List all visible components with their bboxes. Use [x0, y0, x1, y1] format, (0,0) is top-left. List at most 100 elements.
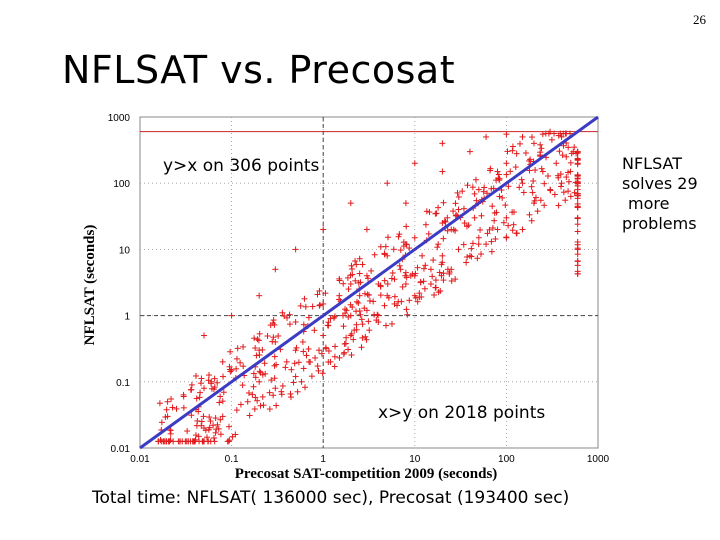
data-point	[547, 187, 554, 194]
x-tick-label: 0.1	[225, 454, 239, 465]
data-point	[390, 246, 397, 253]
y-tick-label: 100	[113, 179, 130, 190]
data-point	[450, 226, 457, 233]
data-point	[574, 180, 581, 187]
data-point	[359, 334, 366, 341]
data-point	[264, 332, 271, 339]
data-point	[412, 270, 419, 277]
data-point	[357, 279, 364, 286]
data-point	[364, 291, 371, 298]
data-point	[396, 231, 403, 238]
data-point	[530, 140, 537, 147]
data-point	[474, 255, 481, 262]
data-point	[444, 214, 451, 221]
data-points	[155, 128, 581, 445]
data-point	[288, 394, 295, 401]
data-point	[509, 147, 516, 154]
data-point	[194, 417, 201, 424]
data-point	[208, 380, 215, 387]
data-point	[193, 395, 200, 402]
data-point	[383, 322, 390, 329]
data-point	[359, 261, 366, 268]
data-point	[336, 296, 343, 303]
data-point	[198, 375, 205, 382]
data-point	[217, 393, 224, 400]
data-point	[212, 415, 219, 422]
data-point	[237, 359, 244, 366]
data-point	[520, 189, 527, 196]
data-point	[202, 427, 209, 434]
data-point	[560, 189, 567, 196]
data-point	[503, 234, 510, 241]
data-point	[477, 226, 484, 233]
data-point	[539, 168, 546, 175]
data-point	[347, 312, 354, 319]
data-point	[233, 355, 240, 362]
data-point	[491, 217, 498, 224]
data-point	[454, 189, 461, 196]
data-point	[537, 197, 544, 204]
data-point	[255, 337, 262, 344]
data-point	[559, 152, 566, 159]
data-point	[532, 194, 539, 201]
data-point	[300, 365, 307, 372]
data-point	[513, 150, 520, 157]
data-point	[510, 209, 517, 216]
data-point	[574, 190, 581, 197]
diagonal-line	[139, 115, 599, 450]
data-point	[464, 182, 471, 189]
data-point	[495, 171, 502, 178]
data-point	[500, 219, 507, 226]
data-point	[398, 298, 405, 305]
data-point	[509, 227, 516, 234]
data-point	[574, 245, 581, 252]
data-point	[432, 284, 439, 291]
data-point	[355, 299, 362, 306]
data-point	[252, 394, 259, 401]
data-point	[226, 363, 233, 370]
data-point	[452, 200, 459, 207]
data-point	[377, 292, 384, 299]
data-point	[259, 346, 266, 353]
data-point	[348, 352, 355, 359]
data-point	[551, 130, 558, 137]
data-point	[440, 270, 447, 277]
data-point	[292, 373, 299, 380]
data-point	[565, 188, 572, 195]
data-point	[455, 246, 462, 253]
data-point	[269, 320, 276, 327]
data-point	[377, 283, 384, 290]
data-point	[522, 150, 529, 157]
data-point	[534, 208, 541, 215]
data-point	[188, 412, 195, 419]
data-point	[188, 381, 195, 388]
data-point	[384, 234, 391, 241]
data-point	[504, 148, 511, 155]
data-point	[361, 290, 368, 297]
data-point	[217, 431, 224, 438]
data-point	[459, 188, 466, 195]
data-point	[294, 388, 301, 395]
data-point	[426, 209, 433, 216]
data-point	[275, 332, 282, 339]
data-point	[271, 375, 278, 382]
data-point	[531, 197, 538, 204]
data-point	[352, 258, 359, 265]
data-point	[342, 306, 349, 313]
data-point	[270, 317, 277, 324]
data-point	[574, 155, 581, 162]
data-point	[244, 398, 251, 405]
total-time-summary: Total time: NFLSAT( 136000 sec), Precosa…	[92, 488, 570, 508]
data-point	[402, 281, 409, 288]
data-point	[271, 353, 278, 360]
data-point	[266, 389, 273, 396]
data-point	[496, 193, 503, 200]
data-point	[475, 234, 482, 241]
data-point	[201, 438, 208, 445]
data-point	[571, 144, 578, 151]
data-point	[406, 245, 413, 252]
data-point	[319, 370, 326, 377]
data-point	[574, 172, 581, 179]
data-point	[353, 308, 360, 315]
data-point	[312, 354, 319, 361]
